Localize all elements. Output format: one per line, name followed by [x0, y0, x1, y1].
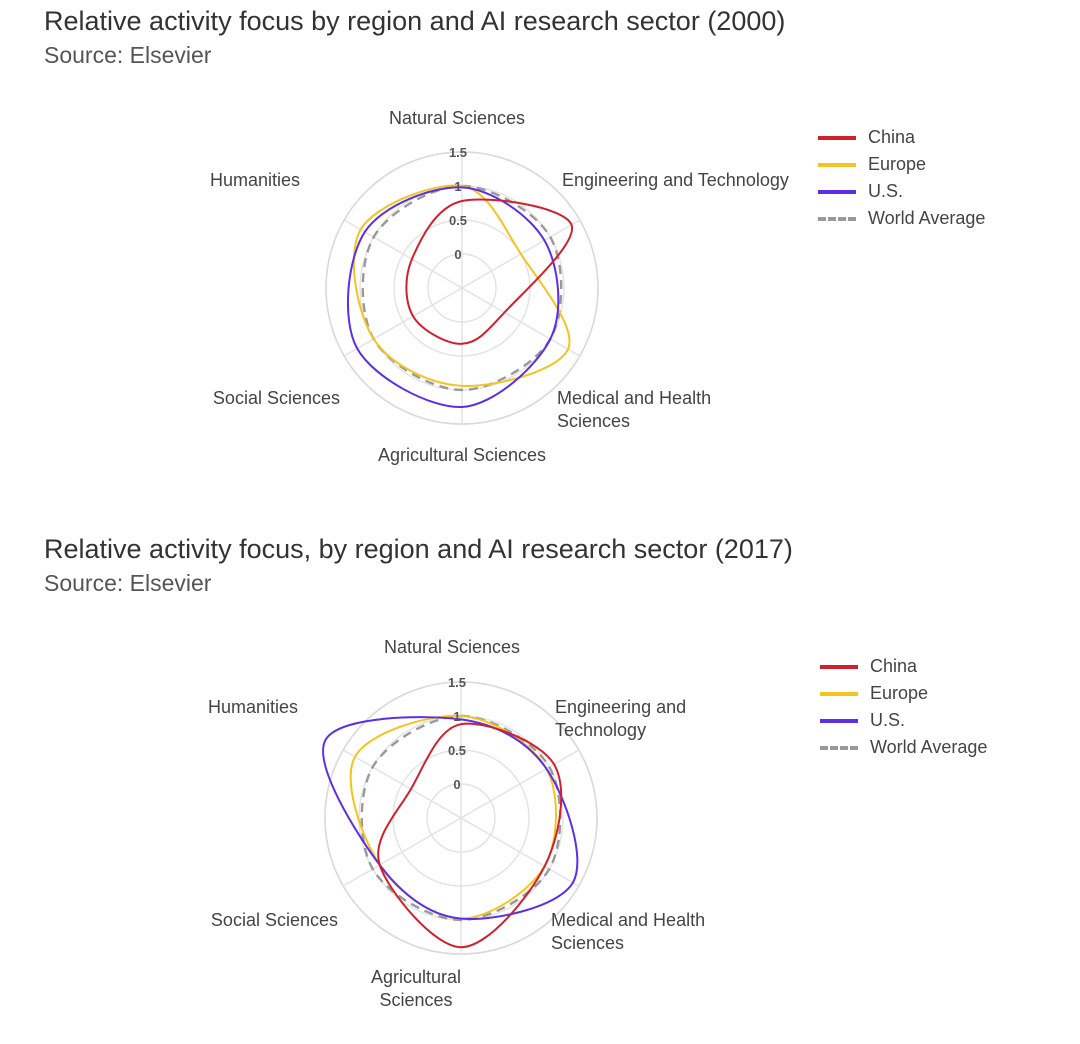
axis-label-agricultural-sciences: Agricultural Sciences [378, 445, 546, 465]
radar-plot: 0 0.5 1 1.5 Natural Sciences Engineering and T… [208, 637, 705, 1010]
legend-item-world-average: World Average [818, 205, 985, 232]
tick-label: 1.5 [448, 675, 466, 690]
legend-swatch [820, 664, 858, 669]
series-line-world-average [360, 714, 562, 922]
axis-label-natural-sciences: Natural Sciences [384, 637, 520, 657]
axis-spoke [342, 817, 462, 887]
series-line-u-s [322, 716, 579, 920]
axis-label-humanities: Humanities [208, 697, 298, 717]
legend-item-china: China [820, 653, 987, 680]
legend-item-europe: Europe [820, 680, 987, 707]
series-line-china [377, 722, 563, 949]
axis-spoke [343, 219, 463, 289]
legend-swatch [820, 691, 858, 696]
tick-label: 0 [454, 247, 461, 262]
axis-spoke [460, 817, 580, 887]
legend-item-china: China [818, 124, 985, 151]
legend-label: World Average [870, 737, 988, 757]
legend-swatch [820, 718, 858, 723]
series-line-u-s [346, 186, 560, 409]
legend-label: World Average [868, 208, 986, 228]
legend-label: Europe [868, 154, 927, 174]
legend: China Europe U.S. World Average [818, 124, 985, 232]
legend-item-u-s: U.S. [818, 178, 985, 205]
legend-swatch [818, 162, 856, 167]
legend-label: China [868, 127, 916, 147]
axis-spoke [461, 287, 581, 357]
legend-item-world-average: World Average [820, 734, 987, 761]
axis-label-engineering-and-technology: Engineering and Technology [562, 170, 789, 190]
legend: China Europe U.S. World Average [820, 653, 987, 761]
axis-label-medical-and-health-sciences: Medical and Health Sciences [551, 910, 705, 953]
chart-title: Relative activity focus, by region and A… [44, 534, 793, 564]
chart-2000: Relative activity focus by region and AI… [0, 0, 1080, 520]
axis-label-humanities: Humanities [210, 170, 300, 190]
series-line-europe [352, 184, 571, 387]
axis-spoke [342, 749, 462, 819]
axis-label-social-sciences: Social Sciences [211, 910, 338, 930]
axis-spoke [460, 749, 580, 819]
tick-label: 1 [453, 709, 460, 724]
legend-label: U.S. [870, 710, 906, 730]
legend-item-u-s: U.S. [820, 707, 987, 734]
legend-item-europe: Europe [818, 151, 985, 178]
axis-label-social-sciences: Social Sciences [213, 388, 340, 408]
legend-label: U.S. [868, 181, 904, 201]
chart-title: Relative activity focus by region and AI… [44, 6, 786, 36]
legend-swatch [820, 745, 858, 750]
axis-label-medical-and-health-sciences: Medical and Health Sciences [557, 388, 711, 431]
tick-label: 0.5 [448, 743, 466, 758]
tick-label: 1 [454, 179, 461, 194]
legend-swatch [818, 216, 856, 221]
series-line-china [405, 198, 573, 345]
legend-label: China [870, 656, 918, 676]
tick-label: 1.5 [449, 145, 467, 160]
legend-label: Europe [870, 683, 929, 703]
chart-2017: Relative activity focus, by region and A… [0, 528, 1080, 1044]
axis-spoke [343, 287, 463, 357]
legend-swatch [818, 189, 856, 194]
axis-label-natural-sciences: Natural Sciences [389, 108, 525, 128]
legend-swatch [818, 135, 856, 140]
chart-subtitle: Source: Elsevier [44, 570, 212, 596]
chart-subtitle: Source: Elsevier [44, 42, 212, 68]
tick-label: 0 [453, 777, 460, 792]
radar-plot: 0 0.5 1 1.5 Natural Sciences Engineering and … [210, 108, 789, 465]
axis-label-engineering-and-technology: Engineering and Technology [555, 697, 686, 740]
series-line-world-average [361, 184, 563, 392]
tick-label: 0.5 [449, 213, 467, 228]
axis-label-agricultural-sciences: Agricultural Sciences [371, 967, 461, 1010]
